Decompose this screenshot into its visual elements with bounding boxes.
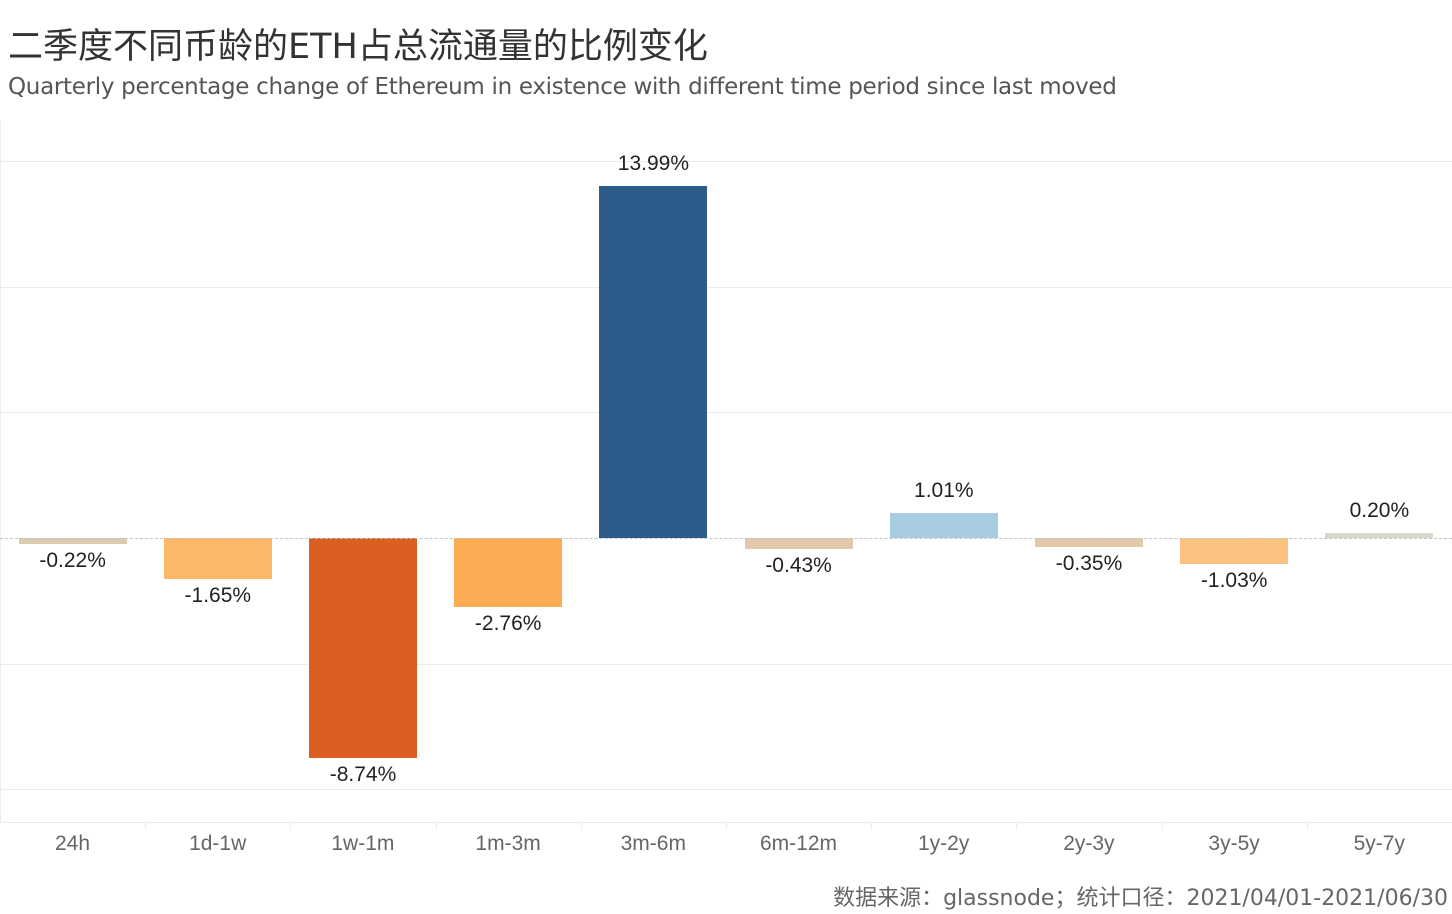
bar-2y-3y[interactable] [1035, 538, 1143, 547]
x-axis-label: 1w-1m [331, 832, 395, 855]
data-label: 13.99% [617, 152, 689, 176]
x-tick [1016, 822, 1017, 830]
zero-line [0, 538, 1452, 539]
x-axis-label: 24h [54, 832, 91, 855]
x-tick [1307, 822, 1308, 830]
data-label: 1.01% [914, 478, 974, 502]
gridline [0, 161, 1452, 162]
x-axis-label: 6m-12m [759, 832, 838, 855]
bar-24h[interactable] [18, 538, 127, 544]
chart-subtitle: Quarterly percentage change of Ethereum … [8, 74, 1117, 100]
x-tick [1162, 822, 1163, 830]
data-label: -1.03% [1200, 568, 1268, 592]
x-tick [290, 822, 291, 830]
x-tick [145, 822, 146, 830]
bar-3y-5y[interactable] [1180, 538, 1289, 564]
x-axis-label: 2y-3y [1063, 832, 1115, 855]
bar-1d-1w[interactable] [163, 538, 272, 580]
x-tick [726, 822, 727, 830]
x-axis-label: 1m-3m [475, 832, 541, 855]
x-tick [871, 822, 872, 830]
data-label: -8.74% [329, 762, 397, 786]
gridline [0, 789, 1452, 790]
x-axis-label: 1d-1w [189, 832, 247, 855]
gridline [0, 664, 1452, 665]
x-axis-label: 3y-5y [1208, 832, 1260, 855]
gridline [0, 412, 1452, 413]
bar-6m-12m[interactable] [744, 538, 853, 549]
bar-5y-7y[interactable] [1325, 532, 1434, 538]
x-axis-label: 1y-2y [918, 832, 970, 855]
bar-1y-2y[interactable] [889, 512, 998, 538]
source-note: 数据来源：glassnode；统计口径：2021/04/01-2021/06/3… [833, 886, 1448, 911]
data-label: 0.20% [1349, 498, 1410, 522]
x-axis-label: 3m-6m [620, 832, 686, 855]
data-label: -0.43% [765, 553, 832, 577]
data-label: -2.76% [474, 612, 542, 636]
data-label: -0.35% [1055, 551, 1123, 575]
x-tick [436, 822, 437, 830]
chart-title: 二季度不同币龄的ETH占总流通量的比例变化 [8, 27, 708, 67]
y-axis-line [0, 120, 1, 822]
data-label: -0.22% [39, 548, 106, 572]
bar-3m-6m[interactable] [599, 186, 708, 538]
plot-area [0, 120, 1452, 825]
bar-1m-3m[interactable] [454, 538, 563, 608]
x-axis-label: 5y-7y [1353, 832, 1405, 855]
gridline [0, 287, 1452, 288]
data-label: -1.65% [184, 584, 252, 608]
bar-1w-1m[interactable] [309, 538, 417, 758]
x-tick [581, 822, 582, 830]
